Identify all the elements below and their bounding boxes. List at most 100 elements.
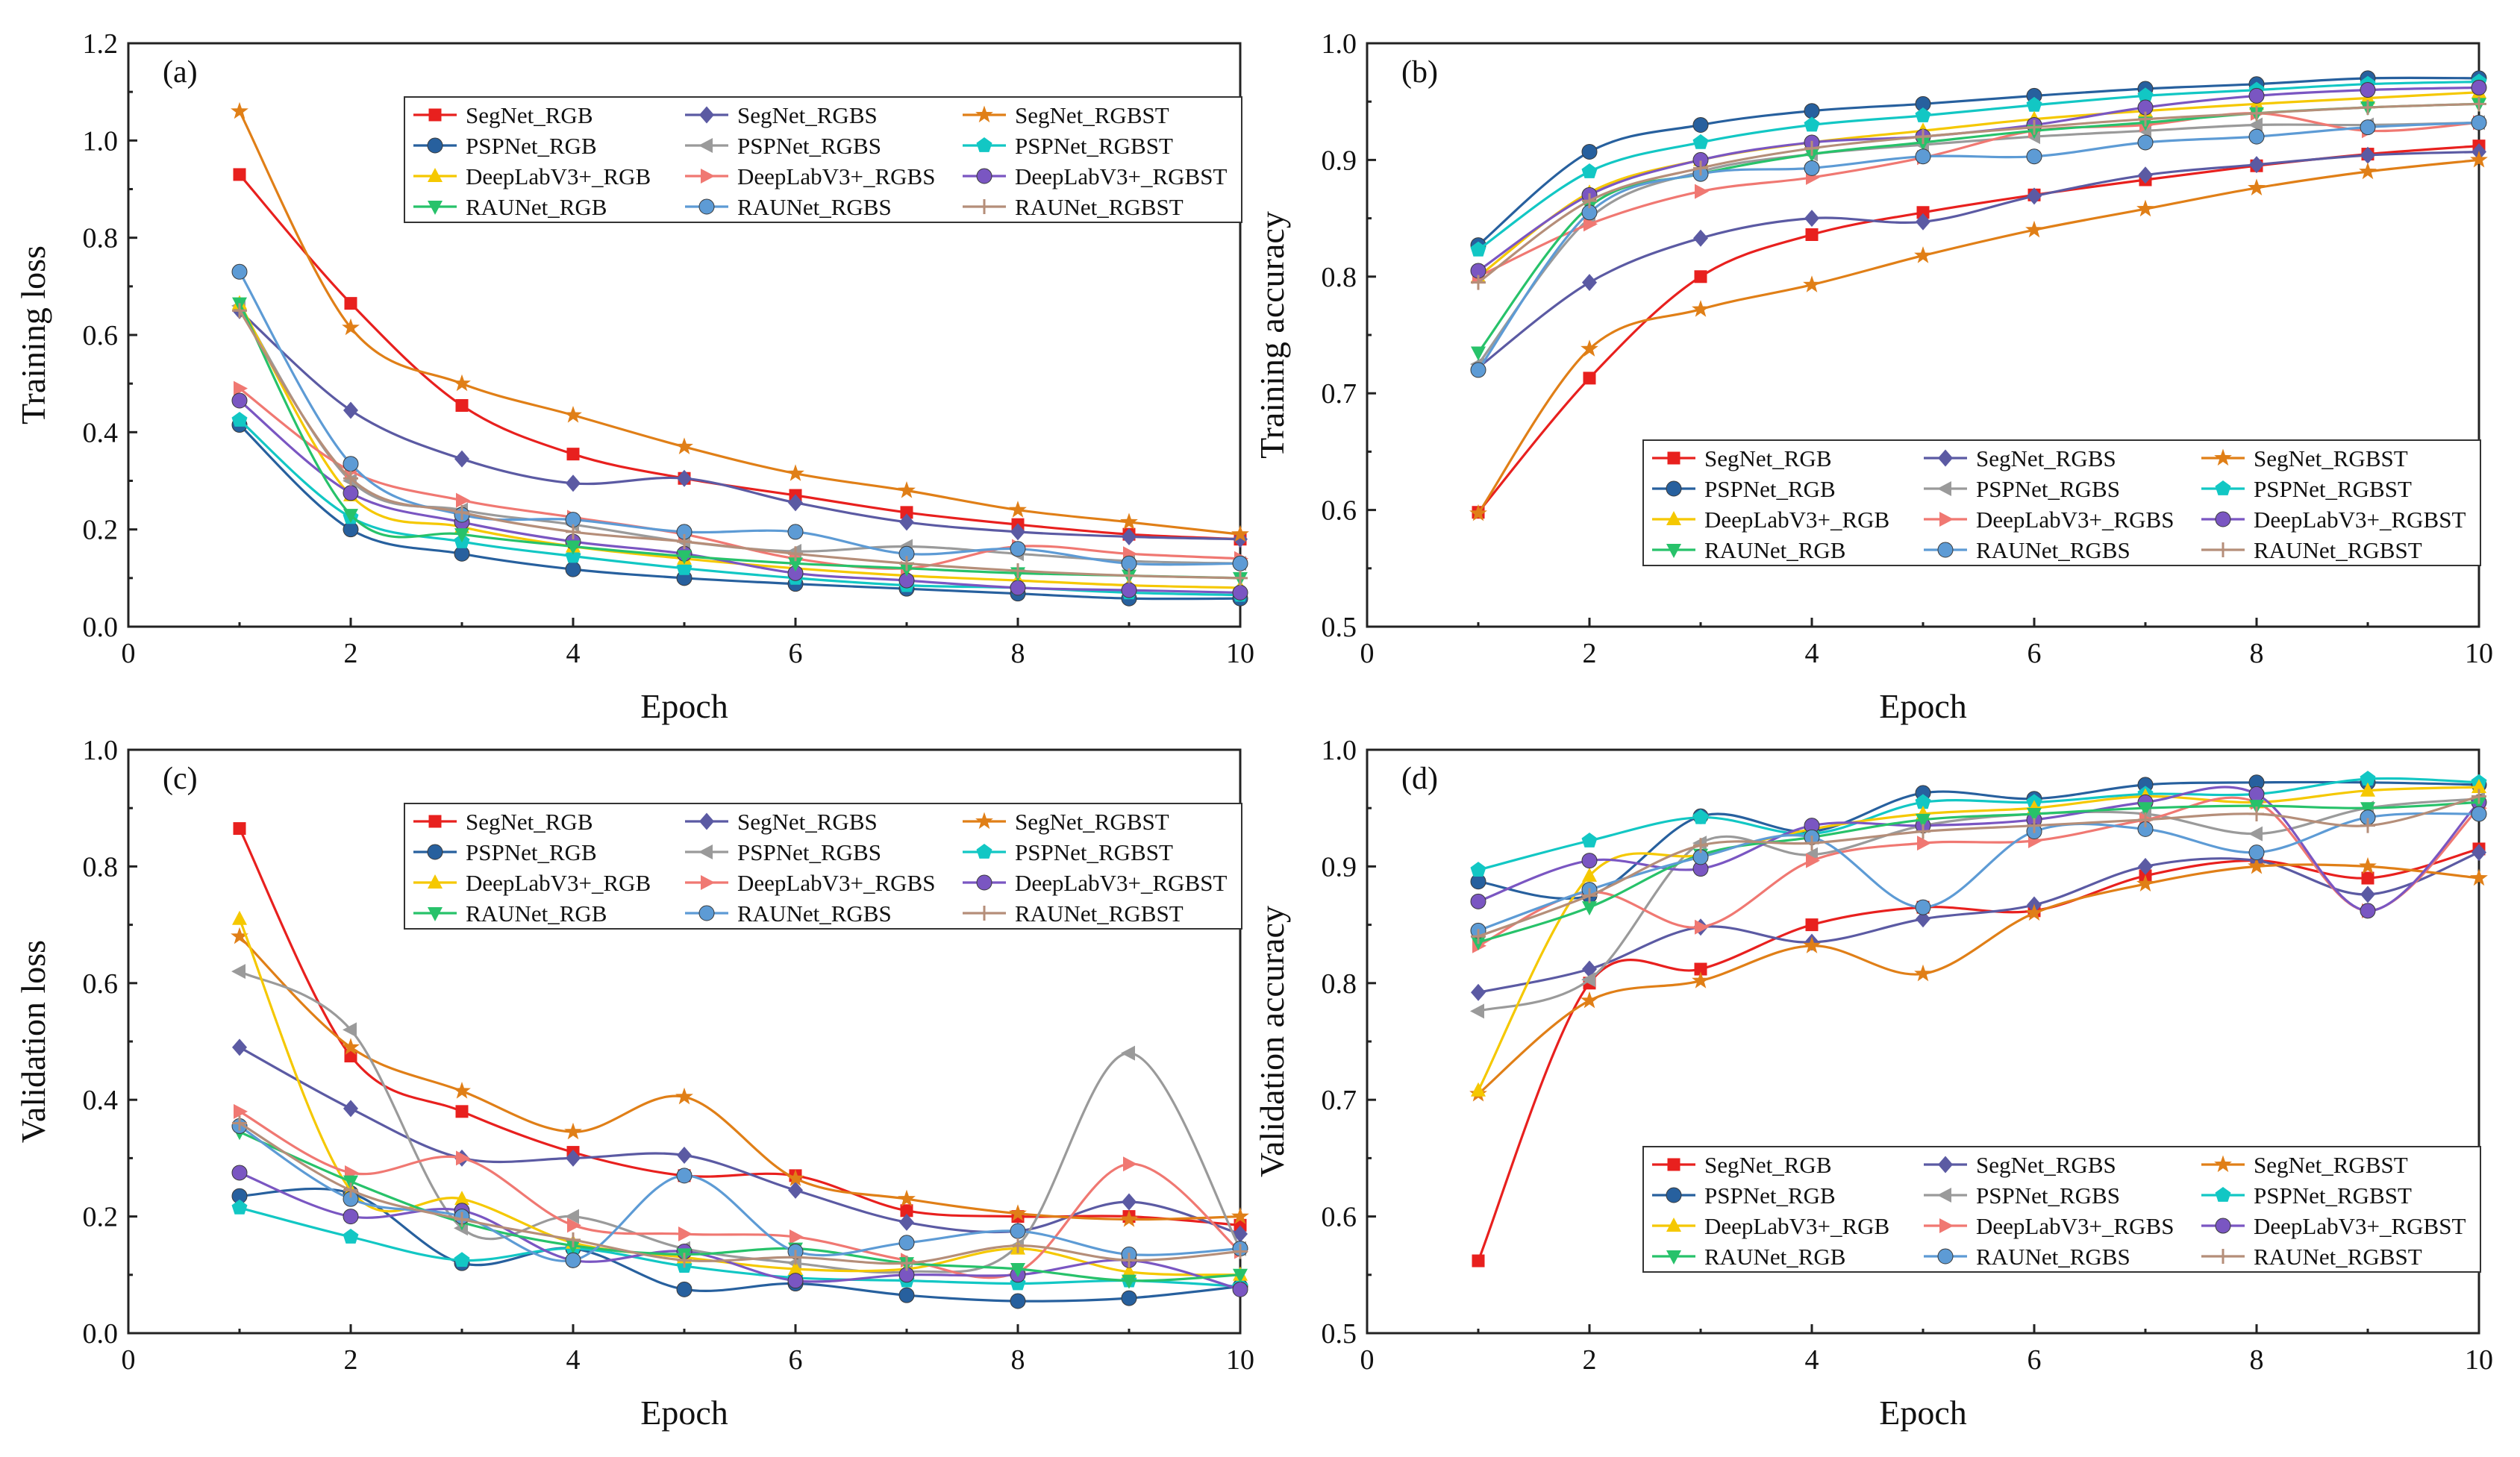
x-axis-label: Epoch (640, 1394, 728, 1432)
series-line (239, 1046, 1241, 1235)
data-point (564, 1122, 582, 1140)
data-point (1694, 962, 1707, 976)
data-point (232, 910, 247, 925)
data-point (456, 1150, 470, 1166)
y-axis-label: Validation accuracy (1253, 906, 1291, 1177)
data-point (898, 1287, 915, 1303)
data-point (1804, 116, 1820, 132)
legend-marker (977, 199, 992, 214)
series-segnet-rgbst (231, 101, 1249, 542)
x-axis: 0 2 4 6 8 10 (122, 618, 1254, 669)
data-point (2138, 802, 2153, 817)
series-line (238, 271, 1241, 566)
data-point (676, 1281, 692, 1297)
legend-item-raunet-rgb: RAUNet_RGB (1652, 537, 1845, 563)
legend-label: DeepLabV3+_RGBS (737, 870, 935, 896)
legend-marker (701, 169, 715, 184)
data-point (1915, 107, 1931, 122)
legend-item-pspnet-rgbs: PSPNet_RGBS (685, 839, 881, 865)
data-point (788, 546, 803, 562)
legend-label: DeepLabV3+_RGB (1704, 507, 1889, 533)
data-point (1470, 862, 1486, 877)
y-tick-label: 0.4 (83, 417, 119, 448)
legend-marker (698, 138, 713, 153)
y-tick-label: 0.9 (1322, 851, 1357, 883)
data-point (1915, 148, 1931, 165)
legend-marker (976, 874, 992, 891)
x-tick-label: 6 (2027, 638, 2042, 669)
chart-panel-d: 0 2 4 6 8 10 0.5 0.6 0.7 0.8 0.9 1.0 Epoch Validation… (1253, 735, 2493, 1432)
x-tick-label: 6 (2027, 1344, 2042, 1376)
legend-label: SegNet_RGB (1704, 1152, 1832, 1178)
data-point (2471, 779, 2486, 794)
x-tick-label: 4 (566, 638, 581, 669)
data-point (233, 822, 246, 836)
data-point (1917, 836, 1931, 851)
data-point (2359, 856, 2377, 874)
legend-marker (428, 815, 442, 828)
legend-marker (977, 906, 992, 921)
legend-box (404, 96, 1242, 223)
data-point (1010, 1238, 1025, 1253)
series-line (239, 1110, 1241, 1279)
series-line (1478, 786, 2480, 912)
legend-item-segnet-rgb: SegNet_RGB (1652, 1152, 1832, 1178)
data-point (454, 1212, 469, 1227)
data-point (787, 524, 804, 540)
series-deeplabv3plus-rgbst (231, 392, 1248, 601)
legend-marker (2214, 1155, 2232, 1173)
data-point (1915, 899, 1931, 915)
data-point (456, 492, 470, 508)
legend-marker (1667, 1158, 1680, 1171)
data-point (2138, 857, 2153, 875)
series-group (1469, 771, 2488, 1268)
data-point (1010, 1262, 1025, 1277)
data-point (1010, 1293, 1026, 1309)
x-tick-label: 2 (344, 638, 358, 669)
data-point (1694, 270, 1707, 283)
series-line (239, 1171, 1241, 1291)
data-point (2026, 96, 2042, 112)
data-point (343, 1209, 359, 1225)
legend-marker (428, 168, 443, 182)
data-point (1581, 143, 1598, 160)
legend-marker (1938, 1156, 1953, 1174)
series-line (239, 1122, 1241, 1265)
legend-marker (428, 874, 443, 889)
data-point (677, 1146, 692, 1164)
data-point (1233, 1268, 1248, 1283)
legend-marker (1939, 1218, 1954, 1233)
series-raunet-rgbs (231, 263, 1248, 571)
data-point (2471, 789, 2486, 804)
data-point (899, 1213, 914, 1231)
series-line (238, 399, 1241, 594)
data-point (899, 556, 914, 571)
legend-item-raunet-rgbs: RAUNet_RGBS (685, 900, 892, 927)
data-point (1471, 1082, 1486, 1097)
x-tick-label: 2 (344, 1344, 358, 1376)
legend-item-deeplabv3plus-rgbst: DeepLabV3+_RGBST (963, 163, 1227, 189)
legend-marker (2215, 480, 2231, 495)
legend-label: SegNet_RGB (1704, 445, 1832, 471)
data-point (566, 1149, 581, 1167)
series-line (1478, 81, 2480, 251)
data-point (1120, 1210, 1138, 1227)
data-point (1469, 504, 1487, 521)
data-point (1581, 991, 1598, 1009)
data-point (1233, 570, 1248, 586)
legend-item-raunet-rgbst: RAUNet_RGBST (2201, 1244, 2422, 1270)
legend-label: PSPNet_RGBST (1015, 133, 1173, 159)
data-point (2470, 150, 2488, 168)
legend-item-deeplabv3plus-rgbs: DeepLabV3+_RGBS (1924, 1213, 2174, 1239)
y-axis: 0.0 0.2 0.4 0.6 0.8 1.0 1.2 (83, 28, 137, 643)
data-point (2248, 856, 2266, 874)
data-point (2471, 806, 2487, 822)
legend-label: PSPNet_RGBST (2254, 1182, 2412, 1209)
data-point (1581, 972, 1595, 988)
legend-label: DeepLabV3+_RGB (1704, 1213, 1889, 1239)
legend-marker (2215, 511, 2231, 527)
data-point (1916, 824, 1930, 839)
data-point (566, 1232, 581, 1247)
legend-label: PSPNet_RGBST (2254, 476, 2412, 502)
